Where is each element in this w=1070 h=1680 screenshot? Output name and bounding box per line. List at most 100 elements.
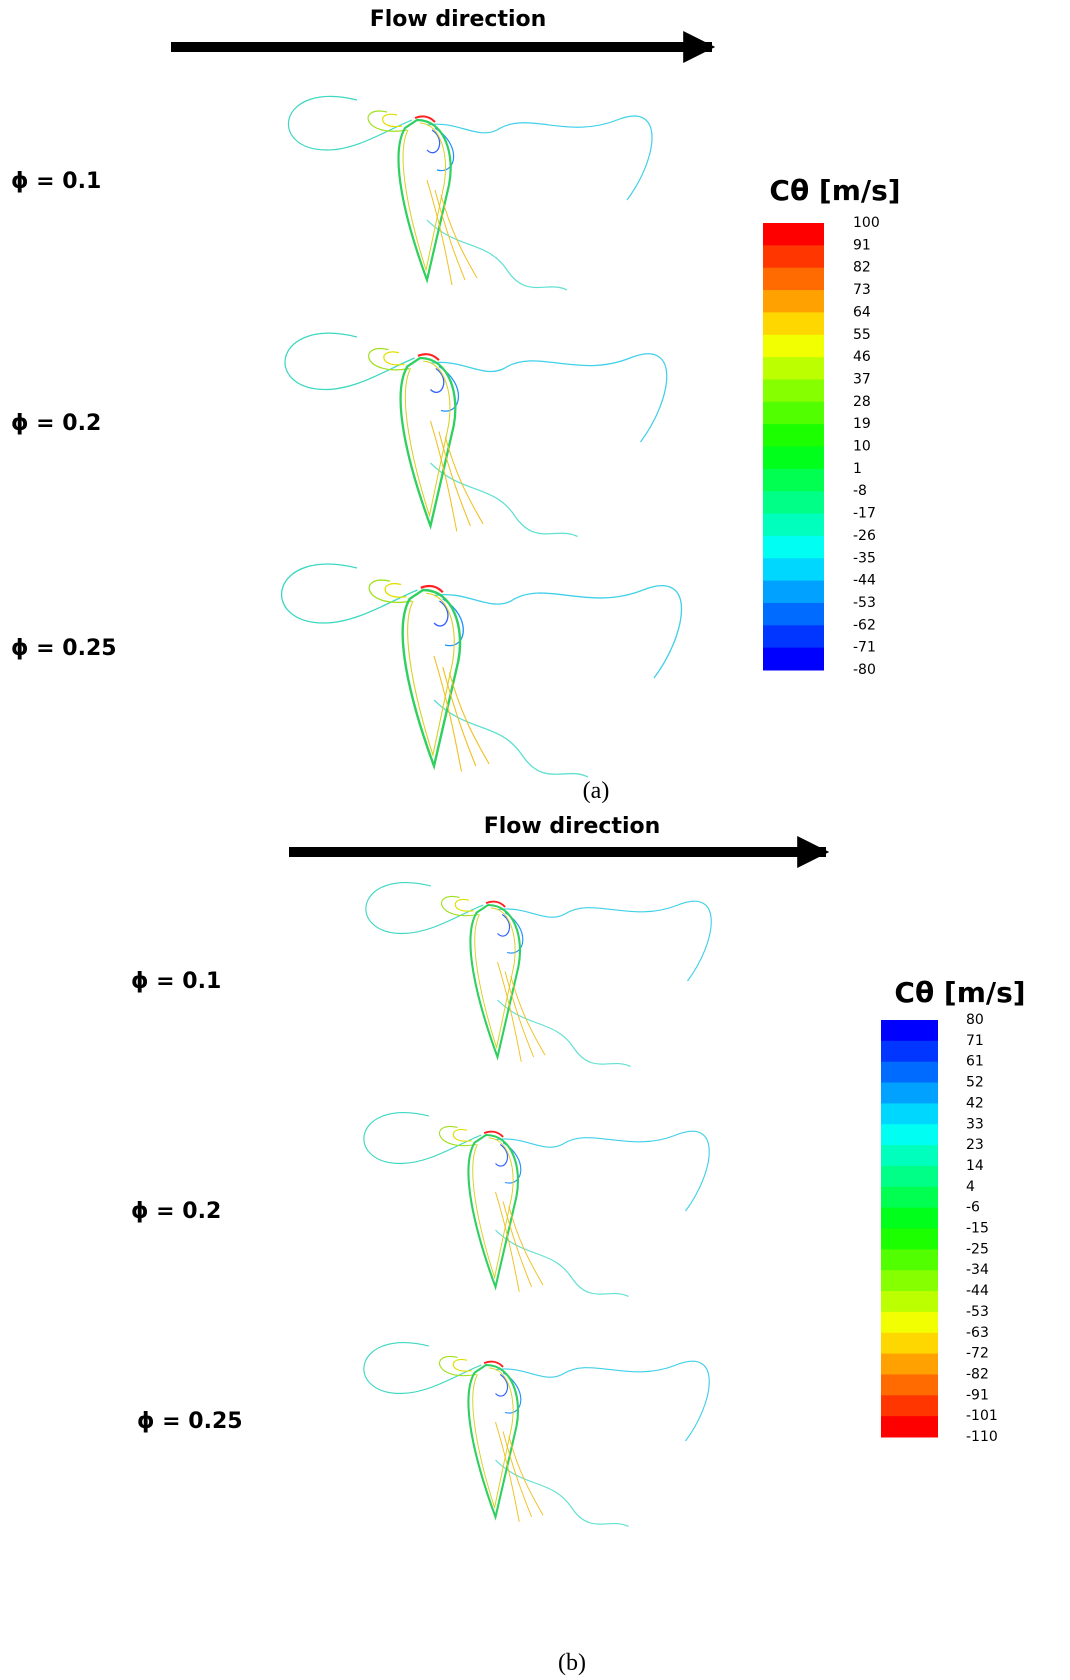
contour-line bbox=[497, 999, 631, 1068]
contour-line bbox=[382, 113, 403, 128]
caption: (a) bbox=[583, 778, 610, 804]
colorbar-label: 23 bbox=[966, 1137, 984, 1153]
colorbar-swatch bbox=[881, 1353, 938, 1375]
colorbar-label: 37 bbox=[853, 371, 871, 387]
contour-line bbox=[485, 900, 506, 908]
contour-line bbox=[407, 592, 455, 758]
contour-line bbox=[452, 1128, 472, 1142]
colorbar-swatch bbox=[763, 558, 824, 582]
colorbar-label: -44 bbox=[853, 573, 876, 589]
contour-line bbox=[363, 1112, 482, 1165]
contour-line bbox=[474, 907, 516, 1050]
contour-plot bbox=[288, 95, 653, 291]
colorbar-label: 1 bbox=[853, 461, 862, 477]
colorbar-label: -25 bbox=[966, 1241, 989, 1257]
colorbar-swatch bbox=[763, 468, 824, 492]
colorbar-label: 61 bbox=[966, 1054, 984, 1070]
contour-line bbox=[495, 1421, 544, 1522]
colorbar-label: 52 bbox=[966, 1075, 984, 1091]
contour-line bbox=[433, 655, 490, 772]
contour-line bbox=[495, 1229, 629, 1298]
contour-line bbox=[288, 95, 413, 151]
colorbar-title: Cθ [m/s] bbox=[894, 976, 1025, 1009]
colorbar-swatch bbox=[881, 1145, 938, 1167]
colorbar-label: -17 bbox=[853, 506, 876, 522]
colorbar-label: 71 bbox=[966, 1033, 984, 1049]
colorbar-swatch bbox=[881, 1186, 938, 1209]
contour-line bbox=[414, 115, 436, 123]
colorbar-swatch bbox=[763, 379, 824, 403]
colorbar-label: -82 bbox=[966, 1366, 989, 1382]
colorbar-label: -91 bbox=[966, 1387, 989, 1403]
contour-line bbox=[284, 332, 415, 391]
colorbar-swatch bbox=[763, 647, 824, 671]
contour-line bbox=[420, 584, 444, 593]
colorbar-swatch bbox=[881, 1249, 938, 1271]
colorbar-swatch bbox=[763, 446, 824, 470]
phi-label: ϕ = 0.1 bbox=[131, 969, 221, 994]
colorbar-swatch bbox=[763, 513, 824, 537]
colorbar-swatch bbox=[881, 1374, 938, 1396]
colorbar-label: -35 bbox=[853, 550, 876, 566]
colorbar-label: 10 bbox=[853, 439, 871, 455]
colorbar-label: -6 bbox=[966, 1200, 980, 1216]
colorbar-swatch bbox=[763, 312, 824, 336]
colorbar-swatch bbox=[881, 1103, 938, 1125]
colorbar-swatch bbox=[763, 245, 824, 269]
colorbar-swatch bbox=[881, 1270, 938, 1292]
colorbar-label: 19 bbox=[853, 416, 871, 432]
contour-line bbox=[495, 1374, 509, 1397]
contour-line bbox=[365, 882, 484, 935]
colorbar-swatch bbox=[763, 491, 824, 515]
contour-line bbox=[399, 356, 457, 531]
colorbar-swatch bbox=[763, 424, 824, 447]
flow-label: Flow direction bbox=[370, 7, 547, 32]
contour-line bbox=[469, 903, 522, 1061]
contour-line bbox=[433, 699, 589, 778]
colorbar-swatch bbox=[881, 1291, 938, 1313]
contour-line bbox=[483, 1130, 504, 1138]
colorbar-swatch bbox=[881, 1165, 938, 1188]
colorbar-swatch bbox=[763, 535, 824, 559]
contour-line bbox=[404, 360, 451, 518]
contour-plot bbox=[365, 882, 712, 1068]
contour-plot bbox=[280, 563, 683, 778]
colorbar-swatch bbox=[881, 1207, 938, 1229]
contour-plot bbox=[284, 332, 668, 538]
colorbar-swatch bbox=[763, 223, 824, 246]
colorbar-title: Cθ [m/s] bbox=[769, 174, 900, 207]
contour-line bbox=[497, 914, 511, 937]
contour-line bbox=[401, 588, 462, 771]
colorbar-swatch bbox=[881, 1228, 938, 1250]
phi-label: ϕ = 0.2 bbox=[131, 1199, 221, 1224]
contour-line bbox=[368, 579, 413, 604]
contour-line bbox=[452, 1358, 472, 1372]
contour-line bbox=[430, 367, 445, 393]
contour-line bbox=[426, 115, 653, 201]
colorbar-swatch bbox=[881, 1124, 938, 1146]
colorbar-label: 46 bbox=[853, 349, 871, 365]
colorbar-swatch bbox=[881, 1040, 938, 1063]
contour-line bbox=[367, 110, 408, 132]
colorbar-label: -71 bbox=[853, 640, 876, 656]
phi-label: ϕ = 0.25 bbox=[137, 1409, 243, 1434]
colorbar-label: -15 bbox=[966, 1221, 989, 1237]
contour-line bbox=[426, 179, 478, 286]
colorbar-label: -34 bbox=[966, 1262, 989, 1278]
colorbar-label: 73 bbox=[853, 282, 871, 298]
phi-label: ϕ = 0.25 bbox=[11, 636, 117, 661]
contour-line bbox=[397, 118, 452, 284]
colorbar-swatch bbox=[763, 290, 824, 313]
phi-label: ϕ = 0.2 bbox=[11, 411, 101, 436]
contour-line bbox=[426, 129, 441, 154]
contour-line bbox=[497, 900, 712, 982]
colorbar-label: 80 bbox=[966, 1012, 984, 1028]
colorbar-label: 33 bbox=[966, 1116, 984, 1132]
colorbar-label: 64 bbox=[853, 304, 871, 320]
colorbar-swatch bbox=[763, 580, 824, 604]
colorbar-label: -101 bbox=[966, 1408, 998, 1424]
colorbar-label: -53 bbox=[853, 595, 876, 611]
colorbar-swatch bbox=[763, 334, 824, 358]
colorbar-label: -62 bbox=[853, 617, 876, 633]
contour-line bbox=[402, 122, 446, 272]
